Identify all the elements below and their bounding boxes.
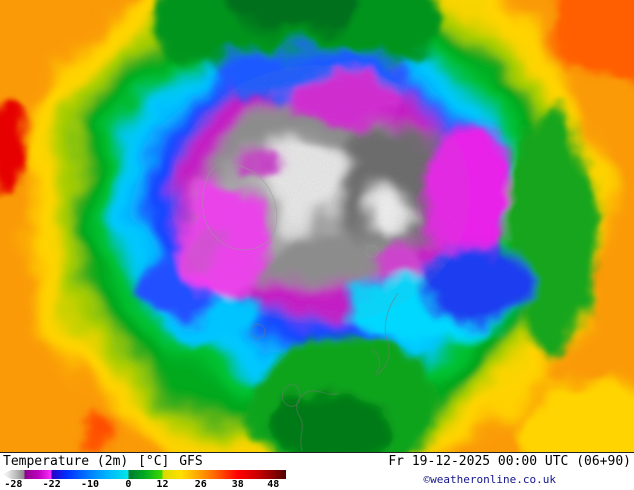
temperature-map <box>0 0 634 453</box>
map-footer: Temperature (2m) [°C] GFS Fr 19-12-2025 … <box>0 453 634 490</box>
scale-tick-label: 12 <box>156 479 169 490</box>
scale-tick-label: 48 <box>267 479 280 490</box>
product-label: Temperature (2m) <box>3 454 129 469</box>
coastlines <box>202 163 399 452</box>
footer-row-2: -28 -22 -10 0 12 26 38 48 ©weatheronline.co.uk <box>0 470 634 490</box>
color-scale: -28 -22 -10 0 12 26 38 48 <box>2 470 286 490</box>
scale-tick-label: 26 <box>194 479 207 490</box>
color-scale-ticks: -28 -22 -10 0 12 26 38 48 <box>2 479 286 490</box>
scale-tick-label: 38 <box>231 479 244 490</box>
ice-texture-overlay <box>170 64 470 325</box>
scale-tick-label: 0 <box>125 479 132 490</box>
color-scale-bar <box>2 470 286 479</box>
temperature-field-graphic <box>0 0 634 452</box>
model-label: GFS <box>179 454 203 469</box>
copyright: ©weatheronline.co.uk <box>423 473 556 486</box>
footer-row-1: Temperature (2m) [°C] GFS Fr 19-12-2025 … <box>0 453 634 469</box>
units-label: [°C] <box>138 454 170 469</box>
scale-tick-label: -22 <box>42 479 61 490</box>
map-title: Temperature (2m) [°C] GFS <box>3 454 205 469</box>
scale-tick-label: -10 <box>81 479 100 490</box>
scale-tick-label: -28 <box>4 479 23 490</box>
valid-time: Fr 19-12-2025 00:00 UTC (06+90) <box>388 454 631 469</box>
